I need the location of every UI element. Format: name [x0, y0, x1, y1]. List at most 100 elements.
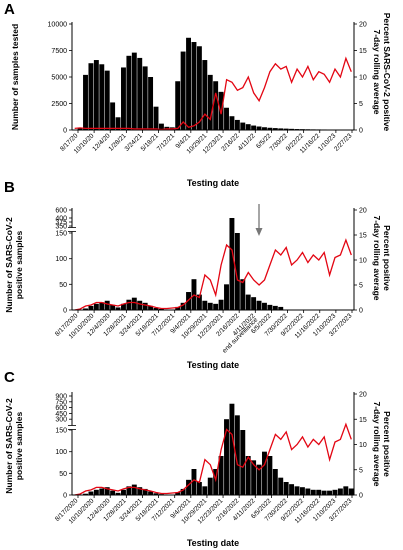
bar	[267, 456, 273, 495]
y-tick-label: 50	[59, 471, 67, 478]
bar	[202, 486, 208, 495]
x-tick-label: 7/12/21	[156, 132, 177, 153]
annotation-arrow-head	[255, 228, 263, 236]
bar	[126, 55, 132, 130]
bar	[83, 493, 88, 495]
bar	[88, 491, 94, 495]
bar	[305, 488, 311, 495]
bar	[278, 477, 284, 495]
bar	[283, 128, 289, 130]
x-axis-title: Testing date	[187, 178, 239, 188]
bar	[327, 490, 332, 495]
bar	[148, 305, 154, 310]
y-axis-title: Number of samples tested	[10, 24, 20, 130]
y2-tick-label: 10	[359, 442, 367, 449]
bar	[207, 302, 213, 310]
bar	[121, 67, 126, 130]
bar	[343, 486, 349, 495]
bar	[278, 128, 284, 130]
bar	[240, 430, 246, 495]
x-tick-label: 2/27/23	[333, 132, 354, 153]
bar	[88, 305, 94, 310]
y-axis-title-line1: Number of SARS-CoV-2	[4, 217, 14, 313]
y-tick-label: 350	[55, 224, 67, 231]
bar	[126, 486, 132, 495]
bar	[115, 117, 121, 130]
bar-series	[77, 37, 354, 131]
y2-tick-label: 5	[359, 283, 363, 290]
bar	[240, 122, 246, 130]
bar	[202, 300, 208, 310]
bar	[115, 492, 121, 495]
bar	[104, 487, 110, 495]
bar	[229, 218, 235, 310]
y-axis-title-line1: Number of SARS-CoV-2	[4, 398, 14, 494]
bar	[131, 52, 137, 131]
y2-tick-label: 15	[359, 48, 367, 55]
bar	[142, 488, 148, 495]
y-tick-label: 400	[55, 216, 67, 223]
y-tick-label: 100	[55, 256, 67, 263]
bar	[104, 70, 110, 130]
y-axis-title-line2: positive samples	[14, 230, 24, 299]
bar	[126, 299, 132, 310]
bar	[83, 308, 88, 310]
bar	[262, 127, 267, 130]
bar	[229, 403, 235, 495]
y-tick-label: 150	[55, 428, 67, 435]
bar-series	[83, 403, 354, 495]
bar	[218, 456, 224, 495]
bar	[262, 302, 267, 310]
bar	[348, 488, 354, 495]
bar	[131, 484, 137, 495]
bar	[158, 123, 164, 130]
y-tick-label: 600	[55, 405, 67, 412]
bar	[256, 126, 262, 130]
y2-axis-title-line1: Percent positive	[382, 411, 392, 477]
panel-b: B050100150350375400600051015208/17/20201…	[4, 179, 392, 370]
bar	[115, 307, 121, 310]
y2-tick-label: 15	[359, 417, 367, 424]
bar	[256, 300, 262, 310]
bar	[234, 119, 240, 130]
x-axis-title: Testing date	[187, 360, 239, 370]
bar	[175, 81, 181, 130]
bar	[229, 116, 235, 130]
y2-tick-label: 10	[359, 258, 367, 265]
bar	[251, 460, 257, 495]
bar	[294, 486, 300, 495]
bar	[310, 489, 316, 495]
bar	[77, 127, 83, 130]
bar	[337, 488, 343, 495]
y2-tick-label: 20	[359, 22, 367, 29]
bar	[245, 456, 251, 495]
bar	[148, 77, 154, 130]
y2-axis-title-line1: Percent positive	[382, 225, 392, 291]
y2-tick-label: 10	[359, 75, 367, 82]
bar	[158, 308, 164, 310]
bar	[251, 297, 257, 310]
bar	[316, 489, 322, 495]
y-tick-label: 7500	[51, 48, 67, 55]
y-tick-label: 0	[63, 493, 67, 500]
bar	[93, 303, 99, 310]
bar	[186, 37, 191, 130]
bar	[207, 477, 213, 495]
bar	[110, 490, 116, 495]
bar	[262, 451, 267, 495]
y-tick-label: 450	[55, 411, 67, 418]
bar	[121, 489, 126, 495]
bar	[267, 127, 273, 130]
bar	[224, 284, 229, 310]
axis-break-gap	[68, 227, 76, 232]
bar	[196, 46, 202, 131]
bar	[299, 487, 305, 495]
bar	[137, 487, 143, 495]
bar	[240, 279, 246, 310]
y-tick-label: 150	[55, 231, 67, 238]
line-series	[74, 238, 352, 311]
y2-tick-label: 0	[359, 308, 363, 315]
bar	[175, 306, 181, 310]
bar	[142, 66, 148, 130]
